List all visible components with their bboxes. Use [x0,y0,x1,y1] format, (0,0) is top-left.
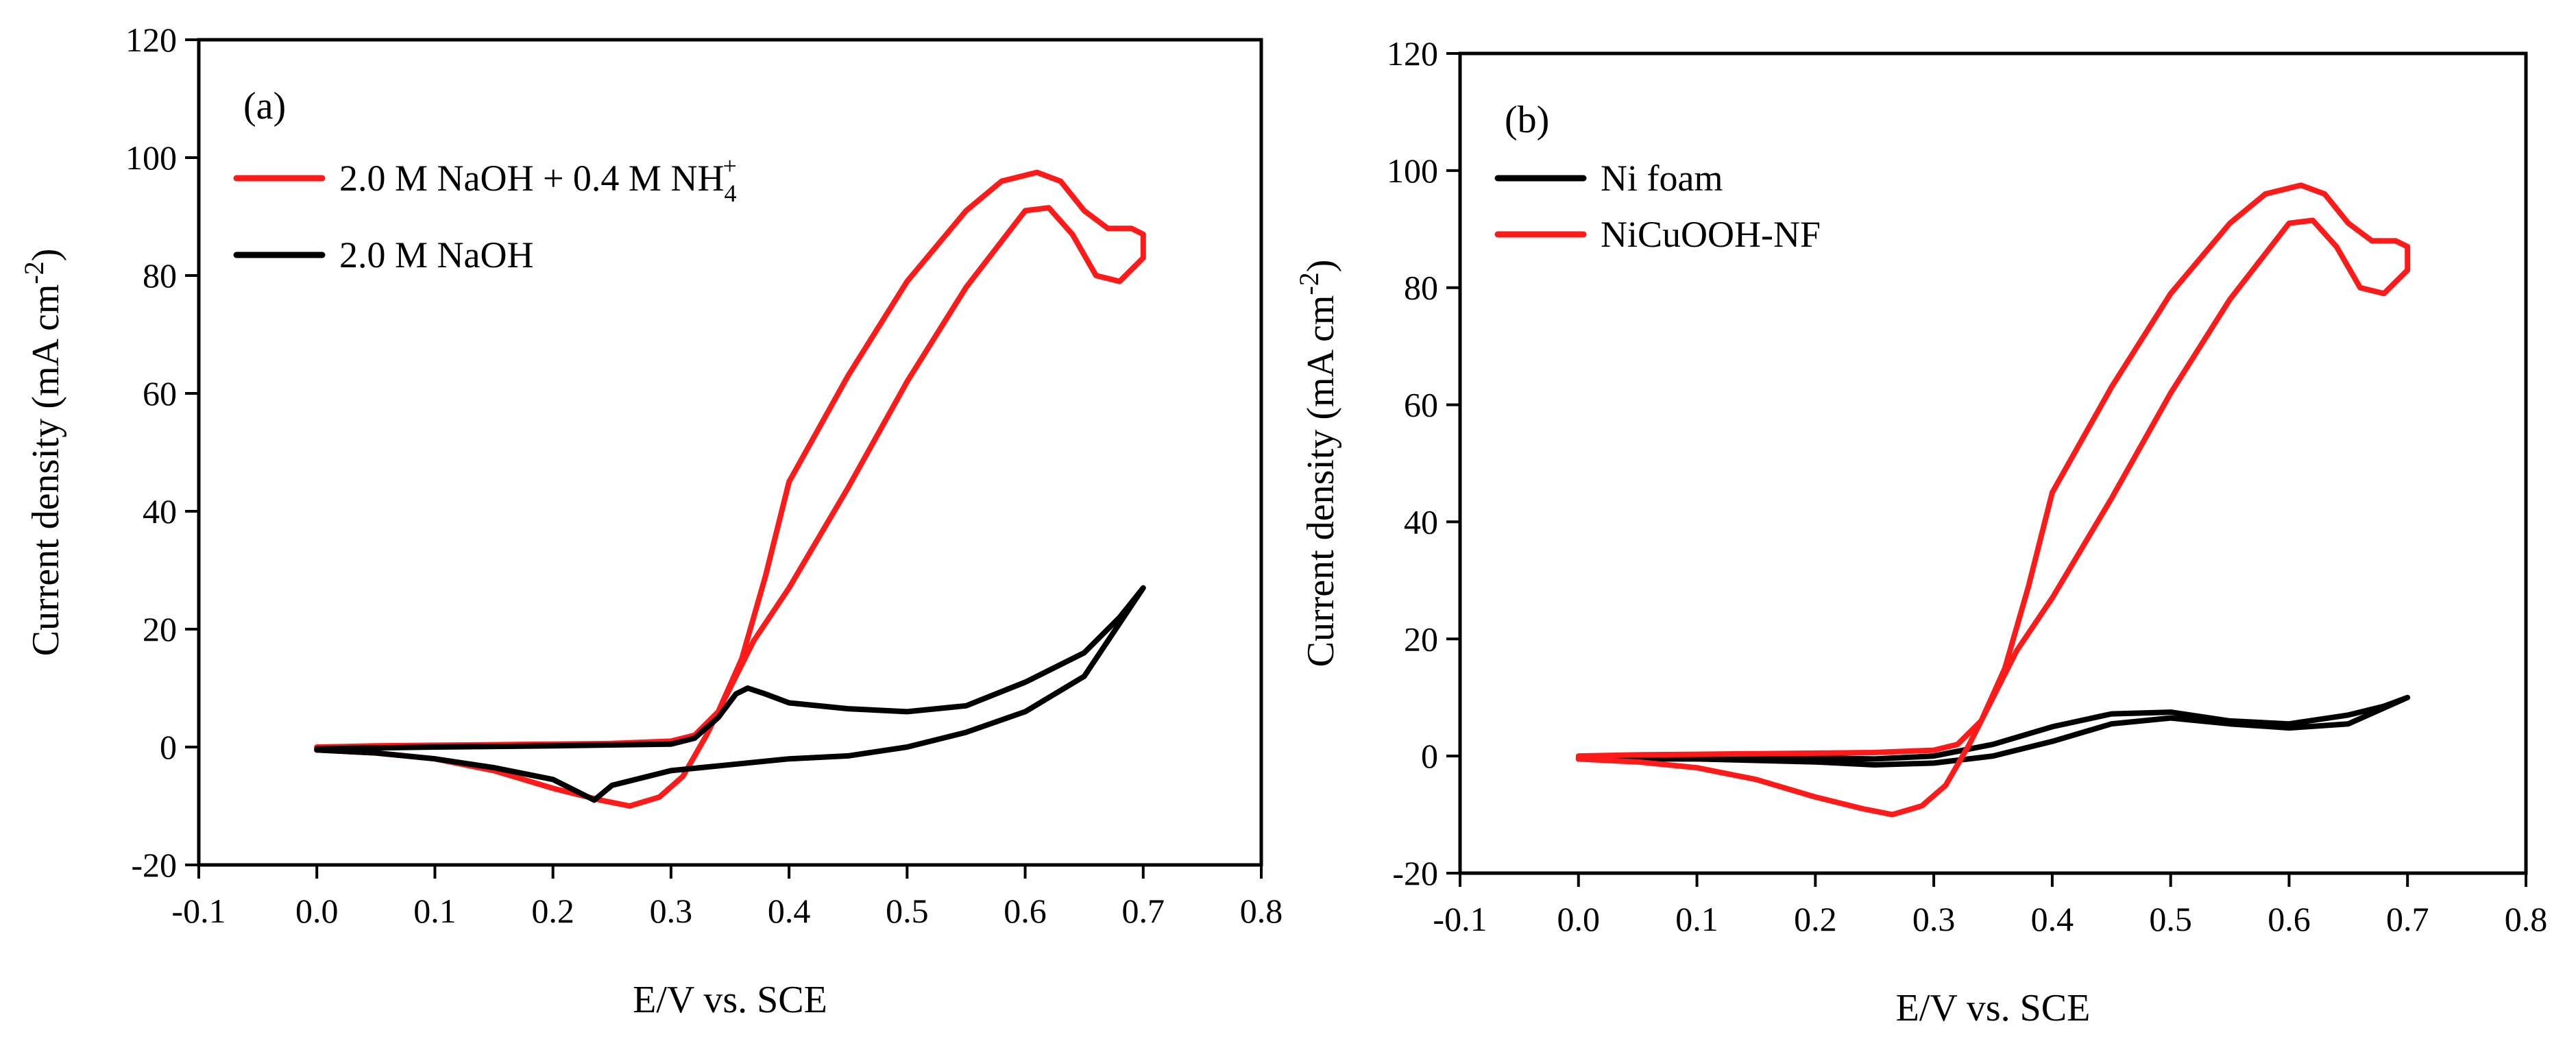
panel-label: (b) [1505,99,1549,141]
series-line-2 [1575,182,2411,818]
y-tick-label: 120 [1387,34,1438,73]
x-tick-label: 0.3 [1912,900,1956,938]
x-tick-label: 0.5 [886,892,929,930]
x-tick-label: 0.4 [2031,900,2074,938]
y-tick-label: 40 [143,492,177,530]
legend-entry: Ni foam [1601,158,1723,199]
legend-entry-text: 2.0 M NaOH + 0.4 M NH [339,158,724,199]
y-axis-title: Current density (mA cm-2) [19,249,67,657]
y-axis-title-end: ) [1300,260,1342,273]
y-tick-label: 100 [1387,151,1438,190]
x-tick-label: 0.8 [2505,900,2548,938]
legend-entry: 2.0 M NaOH + 0.4 M NH4+ [339,152,737,207]
y-tick-label: 60 [143,374,177,413]
y-tick-label: 100 [125,138,177,177]
chart-panel-a: -0.1 0.0 0.1 0.2 0.3 0.4 0.5 0.6 0.7 0.8 -20 0 20 40 6… [19,21,1283,1021]
y-tick-label: 20 [143,610,177,648]
y-tick-label: 20 [1404,620,1438,658]
x-tick-label: 0.3 [650,892,693,930]
legend-entry-sup: + [722,152,736,180]
x-tick-label: 0.6 [2268,900,2311,938]
x-tick-label: -0.1 [171,892,226,930]
legend-entry: 2.0 M NaOH [339,234,533,276]
legend-entry: NiCuOOH-NF [1601,214,1821,255]
x-tick-label: -0.1 [1433,900,1487,938]
series-line-2 [314,585,1146,803]
plot-frame [1458,51,2528,875]
x-tick-label: 0.1 [413,892,457,930]
x-axis-title: E/V vs. SCE [633,979,827,1021]
x-tick-label: 0.0 [1557,900,1601,938]
y-tick-label: 0 [1421,737,1438,775]
y-axis-title-text: Current density (mA cm [1300,295,1342,668]
y-tick-label: 80 [143,256,177,295]
x-tick-label: 0.2 [531,892,574,930]
y-tick-label: 40 [1404,502,1438,541]
x-tick-label: 0.1 [1675,900,1718,938]
legend-entry-text: 2.0 M NaOH [339,234,533,276]
y-tick-label: 120 [125,21,177,59]
x-tick-label: 0.5 [2149,900,2192,938]
x-tick-label: 0.7 [2386,900,2429,938]
panel-label: (a) [243,85,286,127]
y-tick-label: -20 [131,846,177,884]
x-tick-label: 0.4 [768,892,811,930]
y-axis-title-sup: -2 [1293,272,1324,295]
chart-panel-b: -0.1 0.0 0.1 0.2 0.3 0.4 0.5 0.6 0.7 0.8 -20 0 20 40 6… [1293,34,2547,1029]
x-tick-label: 0.8 [1240,892,1283,930]
y-axis-title-text: Current density (mA cm [25,284,67,657]
x-tick-label: 0.2 [1794,900,1837,938]
y-axis-title: Current density (mA cm-2) [1293,260,1342,668]
plot-frame [197,38,1263,867]
y-axis-title-end: ) [25,249,67,262]
series-line-1 [1575,694,2411,768]
legend-entry-sub: 4 [724,180,736,207]
x-axis-title: E/V vs. SCE [1896,987,2091,1029]
y-tick-label: -20 [1392,854,1438,892]
legend-entry-text: NiCuOOH-NF [1601,214,1821,255]
y-tick-label: 60 [1404,386,1438,424]
y-tick-label: 0 [160,728,177,766]
legend-entry-text: Ni foam [1601,158,1723,199]
x-tick-label: 0.0 [295,892,339,930]
x-tick-label: 0.6 [1004,892,1047,930]
y-tick-label: 80 [1404,269,1438,307]
x-tick-label: 0.7 [1122,892,1165,930]
y-axis-title-sup: -2 [19,261,49,284]
